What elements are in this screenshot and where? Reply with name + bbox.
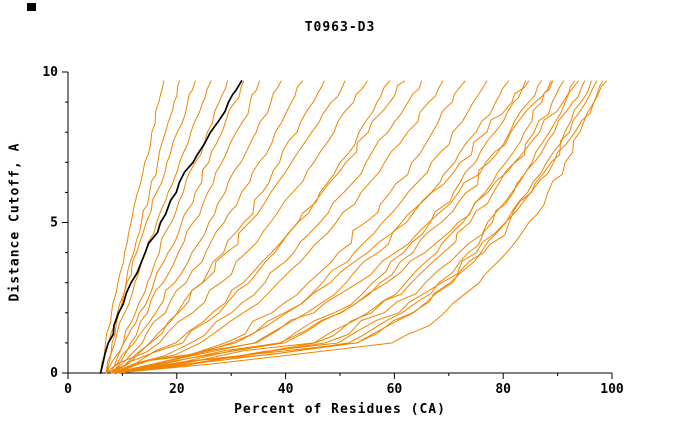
y-tick-label: 10 [42,65,58,80]
model-22-trace [116,80,554,374]
model-17-trace [111,80,466,374]
y-axis-label: Distance Cutoff, A [7,142,23,302]
model-10-trace [105,80,325,374]
model-14-trace [116,80,406,374]
model-31-trace [111,80,530,374]
model-30-trace [116,80,552,374]
x-axis-label: Percent of Residues (CA) [234,402,446,417]
y-tick-label: 5 [50,216,58,231]
x-tick-label: 40 [278,382,294,397]
model-29-trace [111,80,579,374]
model-26-trace [116,80,592,374]
model-05-trace [111,80,228,374]
x-tick-label: 20 [169,382,185,397]
model-23-trace [111,80,565,374]
model-13-trace [111,80,390,374]
model-19-trace [111,80,510,374]
model-18-trace [116,80,488,374]
model-04-trace [105,80,212,374]
model-20-trace [116,80,526,374]
model-16-trace [116,80,444,374]
x-tick-label: 100 [600,382,624,397]
model-32-trace [116,80,604,374]
model-08-trace [105,80,282,374]
model-06-trace [105,80,245,374]
model-03-trace [100,80,196,374]
chart-title: T0963-D3 [304,20,376,35]
model-01-trace [100,80,165,374]
model-09-trace [111,80,303,374]
model-25-trace [111,80,586,374]
model-12-trace [105,80,368,374]
model-28-trace [116,80,608,374]
x-tick-label: 80 [495,382,511,397]
model-07-trace [111,80,260,374]
model-02-trace [105,80,180,374]
x-tick-label: 60 [387,382,403,397]
model-24-trace [116,80,576,374]
model-27-trace [111,80,598,374]
model-21-trace [111,80,542,374]
model-15-trace [111,80,423,374]
model-11-trace [111,80,346,374]
y-tick-label: 0 [50,366,58,381]
corner-mark [27,3,36,11]
x-tick-label: 0 [64,382,72,397]
highlighted-model-trace [99,80,243,374]
